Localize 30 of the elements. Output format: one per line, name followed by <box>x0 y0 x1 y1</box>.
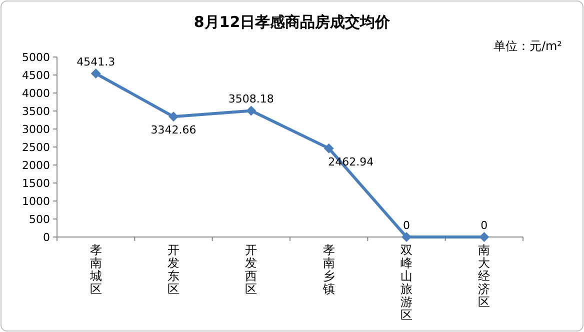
y-tick-label: 3500 <box>22 105 50 118</box>
y-tick-label: 4500 <box>22 69 50 82</box>
y-tick-label: 3000 <box>22 123 50 136</box>
point <box>324 143 334 154</box>
point <box>402 232 412 242</box>
point <box>479 232 490 242</box>
y-tick-label: 2000 <box>22 159 50 172</box>
y-tick-label: 0 <box>43 231 50 244</box>
text: 单位：元/m² <box>493 39 562 53</box>
point <box>246 106 256 116</box>
x-tick-label: 开发西区 <box>245 243 258 296</box>
y-tick-label: 1500 <box>22 177 50 190</box>
y-tick-label: 4000 <box>22 87 50 100</box>
y-tick-label: 5000 <box>22 51 50 64</box>
data-label: 0 <box>403 219 410 232</box>
chart-title: 8月12日孝感商品房成交均价 <box>194 13 392 31</box>
y-tick-label: 1000 <box>22 195 50 208</box>
x-tick-label: 南大经济区 <box>478 243 490 309</box>
x-tick-label: 孝南城区 <box>88 243 102 296</box>
x-tick-label: 双峰山旅游区 <box>400 243 412 322</box>
data-label: 3508.18 <box>228 92 274 106</box>
data-label: 3342.66 <box>150 124 196 137</box>
x-tick-label: 孝南乡镇 <box>322 243 335 296</box>
data-label: 0 <box>480 219 488 232</box>
y-tick-label: 500 <box>29 213 50 226</box>
point <box>168 112 178 122</box>
data-label: 4541.3 <box>76 56 116 69</box>
point <box>90 68 101 79</box>
y-tick-label: 2500 <box>22 141 50 154</box>
x-tick-label: 开发东区 <box>168 243 180 296</box>
